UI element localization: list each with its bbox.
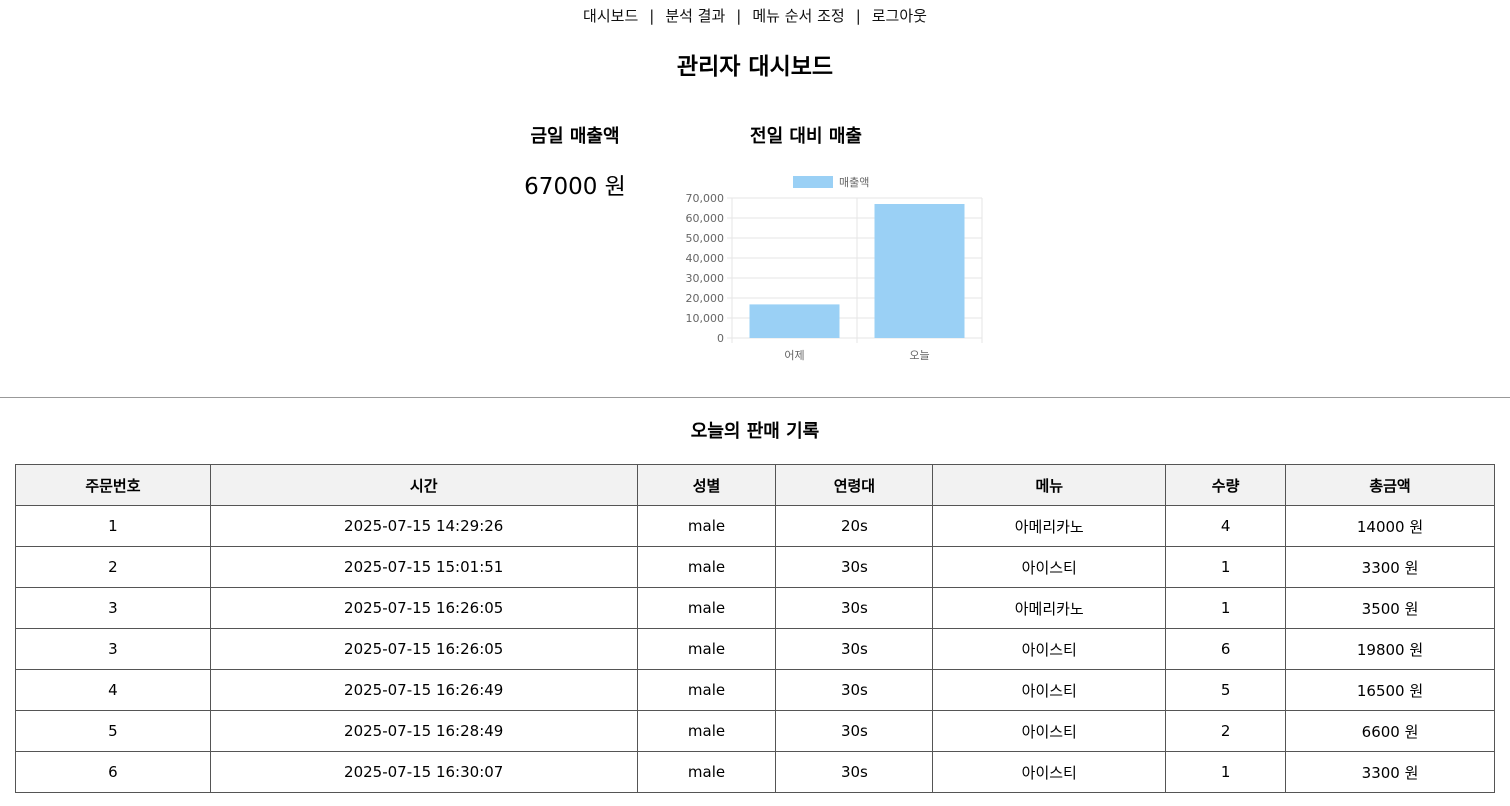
cell-gender: male [636,587,777,629]
cell-gender: male [636,669,777,711]
cell-total: 6600 원 [1285,710,1495,752]
cell-time: 2025-07-15 16:26:05 [209,628,638,670]
sales-log-title: 오늘의 판매 기록 [690,421,820,442]
nav-link-menu-order[interactable]: 메뉴 순서 조정 [752,7,845,25]
header-age-group: 연령대 [775,464,934,506]
cell-menu: 아이스티 [932,628,1167,670]
table-body: 1 2025-07-15 14:29:26 male 20s 아메리카노 4 14000 원… [15,505,1495,793]
today-sales-panel: 금일 매출액 67000 원 [505,124,645,202]
bar-today [874,204,965,338]
cell-time: 2025-07-15 15:01:51 [209,546,638,588]
cell-total: 3500 원 [1285,587,1495,629]
cell-menu: 아이스티 [932,546,1167,588]
nav-link-logout[interactable]: 로그아웃 [871,7,927,25]
today-sales-title: 금일 매출액 [530,126,620,147]
cell-order-no: 3 [15,628,211,670]
cell-time: 2025-07-15 14:29:26 [209,505,638,547]
cell-total: 19800 원 [1285,628,1495,670]
comparison-panel: 전일 대비 매출 매출액 0 10,000 20,000 30,000 40,000 50,… [672,124,992,362]
cell-total: 3300 원 [1285,546,1495,588]
x-tick-label: 어제 [784,349,804,362]
cell-quantity: 4 [1165,505,1287,547]
header-gender: 성별 [636,464,777,506]
cell-age-group: 20s [775,505,934,547]
nav-link-analysis[interactable]: 분석 결과 [665,7,726,25]
cell-order-no: 4 [15,669,211,711]
nav-separator: | [736,7,742,25]
table-row: 3 2025-07-15 16:26:05 male 30s 아메리카노 1 3500 원 [15,587,1495,629]
y-tick-label: 0 [717,332,724,345]
cell-order-no: 1 [15,505,211,547]
today-sales-value: 67000 원 [524,174,626,200]
cell-total: 14000 원 [1285,505,1495,547]
cell-gender: male [636,710,777,752]
nav-separator: | [649,7,655,25]
table-header-row: 주문번호 시간 성별 연령대 메뉴 수량 총금액 [15,464,1495,506]
cell-quantity: 1 [1165,546,1287,588]
cell-age-group: 30s [775,710,934,752]
header-quantity: 수량 [1165,464,1287,506]
cell-menu: 아이스티 [932,669,1167,711]
comparison-title: 전일 대비 매출 [750,126,862,147]
y-tick-label: 40,000 [686,252,725,265]
table-row: 1 2025-07-15 14:29:26 male 20s 아메리카노 4 14000 원 [15,505,1495,547]
cell-quantity: 5 [1165,669,1287,711]
cell-time: 2025-07-15 16:28:49 [209,710,638,752]
cell-time: 2025-07-15 16:30:07 [209,751,638,793]
x-tick-label: 오늘 [909,349,929,362]
cell-gender: male [636,628,777,670]
cell-gender: male [636,505,777,547]
cell-time: 2025-07-15 16:26:49 [209,669,638,711]
cell-age-group: 30s [775,628,934,670]
cell-order-no: 3 [15,587,211,629]
sales-log-table: 주문번호 시간 성별 연령대 메뉴 수량 총금액 1 2025-07-15 14:29:26 m… [15,464,1495,793]
cell-order-no: 2 [15,546,211,588]
nav-link-dashboard[interactable]: 대시보드 [583,7,639,25]
cell-age-group: 30s [775,587,934,629]
table-row: 2 2025-07-15 15:01:51 male 30s 아이스티 1 3300 원 [15,546,1495,588]
cell-age-group: 30s [775,751,934,793]
table-row: 6 2025-07-15 16:30:07 male 30s 아이스티 1 3300 원 [15,751,1495,793]
legend-swatch [793,176,833,188]
cell-quantity: 2 [1165,710,1287,752]
cell-total: 3300 원 [1285,751,1495,793]
header-menu: 메뉴 [932,464,1167,506]
cell-total: 16500 원 [1285,669,1495,711]
y-tick-label: 10,000 [686,312,725,325]
header-order-no: 주문번호 [15,464,211,506]
y-tick-label: 30,000 [686,272,725,285]
legend-label: 매출액 [839,176,869,189]
cell-quantity: 6 [1165,628,1287,670]
nav-separator: | [855,7,861,25]
cell-order-no: 5 [15,710,211,752]
cell-age-group: 30s [775,669,934,711]
y-tick-label: 50,000 [686,232,725,245]
bar-yesterday [749,304,840,338]
cell-menu: 아메리카노 [932,505,1167,547]
cell-age-group: 30s [775,546,934,588]
cell-quantity: 1 [1165,751,1287,793]
cell-order-no: 6 [15,751,211,793]
table-row: 3 2025-07-15 16:26:05 male 30s 아이스티 6 19800 원 [15,628,1495,670]
table-row: 5 2025-07-15 16:28:49 male 30s 아이스티 2 6600 원 [15,710,1495,752]
top-nav: 대시보드 | 분석 결과 | 메뉴 순서 조정 | 로그아웃 [0,6,1510,26]
header-time: 시간 [209,464,638,506]
y-tick-label: 70,000 [686,192,725,205]
y-tick-label: 60,000 [686,212,725,225]
cell-menu: 아이스티 [932,751,1167,793]
cell-menu: 아메리카노 [932,587,1167,629]
section-divider [0,397,1510,398]
cell-gender: male [636,751,777,793]
cell-time: 2025-07-15 16:26:05 [209,587,638,629]
table-row: 4 2025-07-15 16:26:49 male 30s 아이스티 5 16500 원 [15,669,1495,711]
page-title: 관리자 대시보드 [676,54,834,80]
cell-gender: male [636,546,777,588]
sales-comparison-chart: 매출액 0 10,000 20,000 30,000 40,000 50,000 60,000… [686,176,983,362]
header-total: 총금액 [1285,464,1495,506]
cell-menu: 아이스티 [932,710,1167,752]
cell-quantity: 1 [1165,587,1287,629]
y-tick-label: 20,000 [686,292,725,305]
